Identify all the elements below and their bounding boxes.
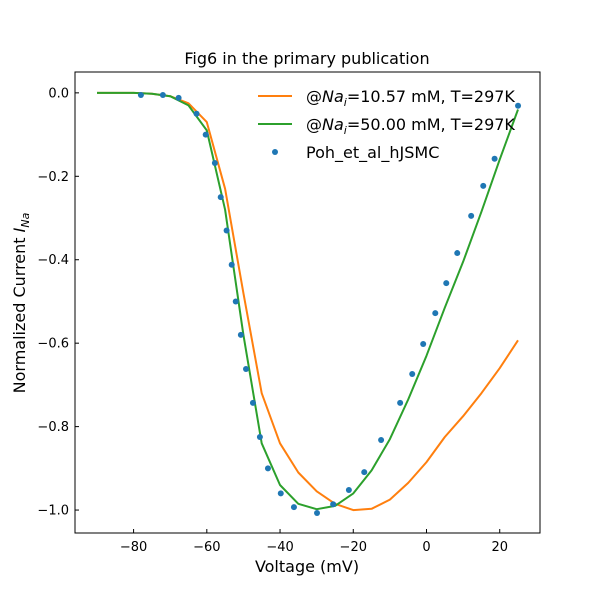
data-point bbox=[211, 159, 218, 166]
data-point bbox=[202, 131, 209, 138]
data-point bbox=[345, 487, 352, 494]
data-point bbox=[480, 182, 487, 189]
y-axis-label: Normalized Current INa bbox=[10, 212, 32, 393]
y-tick-label: −0.4 bbox=[37, 253, 69, 268]
plot-area bbox=[97, 91, 522, 516]
data-point bbox=[175, 94, 182, 101]
data-point bbox=[468, 212, 475, 219]
y-tick-label: −0.2 bbox=[37, 170, 69, 185]
data-point bbox=[515, 102, 522, 109]
x-tick-label: −20 bbox=[340, 540, 367, 555]
legend-label: Poh_et_al_hJSMC bbox=[306, 143, 439, 163]
data-point bbox=[193, 110, 200, 117]
data-point bbox=[232, 298, 239, 305]
data-point bbox=[409, 371, 416, 378]
data-point bbox=[223, 227, 230, 234]
data-point bbox=[249, 399, 256, 406]
data-point bbox=[264, 465, 271, 472]
data-point bbox=[237, 331, 244, 338]
data-point bbox=[256, 434, 263, 441]
x-tick-label: 0 bbox=[422, 540, 430, 555]
x-tick-label: −80 bbox=[120, 540, 147, 555]
axes-frame bbox=[74, 71, 541, 534]
series-line-1 bbox=[97, 91, 519, 511]
data-point bbox=[290, 504, 297, 511]
data-point bbox=[397, 399, 404, 406]
legend: @Nai=10.57 mM, T=297K @Nai=50.00 mM, T=29… bbox=[258, 87, 515, 163]
data-point bbox=[228, 261, 235, 268]
scatter-series bbox=[137, 91, 522, 516]
data-point bbox=[242, 366, 249, 373]
data-point bbox=[378, 436, 385, 443]
data-point bbox=[443, 280, 450, 287]
legend-label: @Nai=10.57 mM, T=297K bbox=[306, 87, 515, 109]
y-tick-label: 0.0 bbox=[48, 86, 69, 101]
data-point bbox=[314, 509, 321, 516]
chart-title: Fig6 in the primary publication bbox=[184, 49, 429, 68]
data-point bbox=[420, 341, 427, 348]
y-tick-label: −1.0 bbox=[37, 504, 69, 519]
y-axis: 0.0 −0.2 −0.4 −0.6 −0.8 −1.0 bbox=[37, 86, 79, 519]
data-point bbox=[454, 250, 461, 257]
y-tick-label: −0.8 bbox=[37, 420, 69, 435]
data-point bbox=[137, 91, 144, 98]
data-point bbox=[277, 490, 284, 497]
legend-marker bbox=[272, 149, 278, 155]
data-point bbox=[361, 469, 368, 476]
legend-label: @Nai=50.00 mM, T=297K bbox=[306, 115, 515, 137]
x-axis: −80 −60 −40 −20 0 20 bbox=[120, 529, 508, 555]
x-axis-label: Voltage (mV) bbox=[255, 557, 359, 576]
data-point bbox=[159, 91, 166, 98]
x-tick-label: 20 bbox=[491, 540, 508, 555]
data-point bbox=[491, 155, 498, 162]
x-tick-label: −60 bbox=[193, 540, 220, 555]
data-point bbox=[330, 501, 337, 508]
x-tick-label: −40 bbox=[266, 540, 293, 555]
data-point bbox=[432, 310, 439, 317]
data-point bbox=[217, 194, 224, 201]
y-tick-label: −0.6 bbox=[37, 337, 69, 352]
